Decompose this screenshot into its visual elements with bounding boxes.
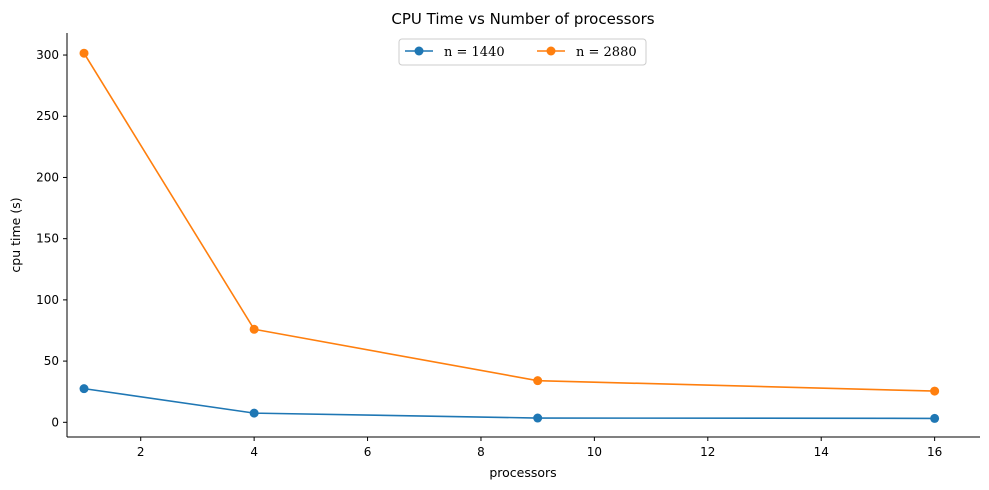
data-point: [249, 324, 259, 334]
legend-marker-n2880: [546, 46, 556, 56]
y-axis-label: cpu time (s): [8, 197, 23, 272]
x-tick-label: 8: [477, 445, 485, 459]
x-tick-label: 16: [927, 445, 942, 459]
data-point: [930, 413, 940, 423]
data-point: [79, 384, 89, 394]
data-point: [930, 386, 940, 396]
x-tick-label: 14: [814, 445, 829, 459]
y-tick-label: 250: [36, 109, 59, 123]
data-point: [249, 408, 259, 418]
x-axis-label: processors: [489, 465, 556, 480]
legend-label-n1440: n = 1440: [444, 45, 505, 60]
y-tick-label: 200: [36, 170, 59, 184]
chart-title: CPU Time vs Number of processors: [391, 10, 654, 28]
y-tick-label: 0: [51, 415, 59, 429]
x-tick-label: 10: [587, 445, 602, 459]
series-layer: [79, 48, 940, 423]
x-tick-label: 2: [137, 445, 145, 459]
x-ticks: 2 4 6 8 10 12 14 16: [137, 437, 942, 459]
x-tick-label: 12: [700, 445, 715, 459]
y-ticks: 0 50 100 150 200 250 300: [36, 48, 67, 429]
legend: n = 1440 n = 2880: [398, 38, 647, 66]
y-tick-label: 300: [36, 48, 59, 62]
x-tick-label: 6: [364, 445, 372, 459]
data-point: [79, 48, 89, 58]
y-tick-label: 50: [44, 354, 59, 368]
data-point: [533, 413, 543, 423]
y-tick-label: 100: [36, 293, 59, 307]
legend-frame: [398, 38, 647, 66]
data-point: [533, 376, 543, 386]
y-tick-label: 150: [36, 232, 59, 246]
legend-marker-n1440: [414, 46, 424, 56]
series-line-0: [83, 387, 935, 420]
plot-axes: [66, 33, 980, 438]
x-tick-label: 4: [250, 445, 258, 459]
legend-label-n2880: n = 2880: [576, 45, 637, 60]
series-line-1: [83, 52, 935, 392]
